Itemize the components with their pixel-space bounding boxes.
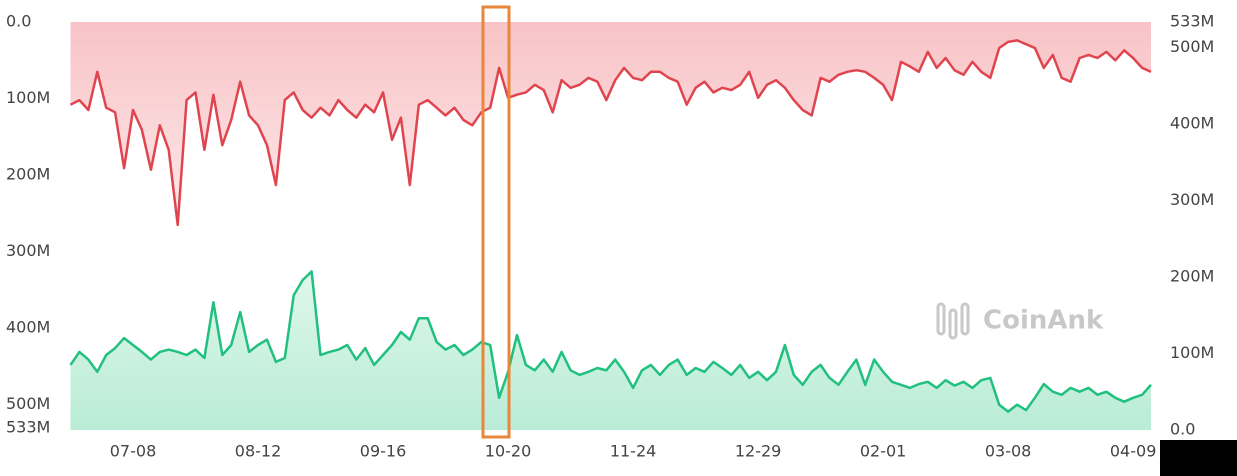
highlight-box xyxy=(481,5,511,439)
y2-tick-label: 500M xyxy=(1170,37,1214,56)
y-tick-label: 400M xyxy=(6,318,50,337)
y-tick-label: 100M xyxy=(6,88,50,107)
black-block xyxy=(1160,440,1237,476)
y2-tick-label: 533M xyxy=(1170,12,1214,31)
y2-tick-label: 0.0 xyxy=(1170,420,1195,439)
x-tick-label: 03-08 xyxy=(985,442,1032,461)
x-tick-label: 10-20 xyxy=(485,442,532,461)
x-tick-label: 11-24 xyxy=(610,442,657,461)
y-tick-label: 200M xyxy=(6,165,50,184)
watermark-text: CoinAnk xyxy=(983,306,1104,336)
y-tick-label: 0.0 xyxy=(6,12,31,31)
line xyxy=(69,270,1152,413)
x-tick-label: 07-08 xyxy=(110,442,157,461)
y2-tick-label: 200M xyxy=(1170,266,1214,285)
area xyxy=(70,271,1151,430)
x-tick-label: 12-29 xyxy=(735,442,782,461)
line xyxy=(69,39,1152,227)
y2-tick-label: 100M xyxy=(1170,343,1214,362)
x-tick-label: 04-09 xyxy=(1110,442,1157,461)
area xyxy=(70,22,1151,225)
watermark: CoinAnk xyxy=(936,302,1104,340)
y-tick-label: 300M xyxy=(6,241,50,260)
x-tick-label: 09-16 xyxy=(360,442,407,461)
y-tick-label: 533M xyxy=(6,418,50,437)
plot-area xyxy=(69,22,1152,430)
y2-tick-label: 300M xyxy=(1170,190,1214,209)
x-tick-label: 02-01 xyxy=(860,442,907,461)
y-tick-label: 500M xyxy=(6,394,50,413)
y2-tick-label: 400M xyxy=(1170,113,1214,132)
x-tick-label: 08-12 xyxy=(235,442,282,461)
